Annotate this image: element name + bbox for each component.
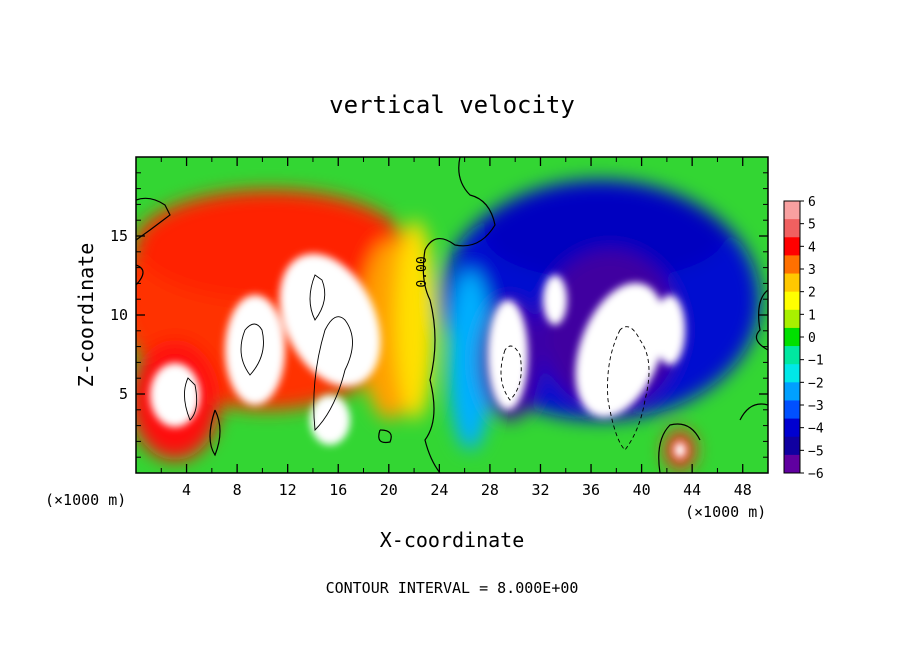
plot-area: 0.00 bbox=[136, 157, 768, 473]
y-axis-label: Z-coordinate bbox=[74, 243, 98, 388]
colorbar-swatch bbox=[784, 436, 800, 456]
colorbar-swatch bbox=[784, 201, 800, 220]
y-tick-label: 10 bbox=[110, 306, 128, 324]
colorbar-label: 0 bbox=[808, 331, 816, 346]
colorbar-swatch bbox=[784, 400, 800, 420]
x-tick-label: 36 bbox=[582, 481, 600, 499]
colorbar-swatch bbox=[784, 364, 800, 383]
colorbar-swatch bbox=[784, 346, 800, 365]
colorbar-label: −1 bbox=[808, 354, 824, 369]
x-tick-label: 48 bbox=[734, 481, 752, 499]
x-axis-label: X-coordinate bbox=[380, 528, 525, 552]
colorbar-label: 6 bbox=[808, 195, 816, 210]
x-tick-label: 8 bbox=[233, 481, 242, 499]
colorbar-swatch bbox=[784, 237, 800, 256]
x-tick-label: 4 bbox=[182, 481, 191, 499]
x-tick-label: 20 bbox=[380, 481, 398, 499]
colorbar-label: 5 bbox=[808, 218, 816, 233]
x-unit-label-right: (×1000 m) bbox=[685, 503, 766, 521]
colorbar-label: 4 bbox=[808, 240, 816, 255]
y-ticks: 5 10 15 bbox=[110, 172, 768, 458]
x-tick-label: 24 bbox=[430, 481, 448, 499]
colorbar-label: −6 bbox=[808, 467, 824, 482]
contour-label: 0.00 bbox=[415, 256, 430, 287]
colorbar-swatch bbox=[784, 309, 800, 329]
colorbar-label: −4 bbox=[808, 422, 824, 437]
y-tick-label: 15 bbox=[110, 227, 128, 245]
colorbar-label: −3 bbox=[808, 399, 824, 414]
colorbar-label: 1 bbox=[808, 308, 816, 323]
colorbar-swatch bbox=[784, 273, 800, 293]
x-unit-label: (×1000 m) bbox=[45, 491, 126, 509]
x-tick-label: 28 bbox=[481, 481, 499, 499]
colorbar-swatch bbox=[784, 219, 800, 238]
x-tick-label: 44 bbox=[683, 481, 701, 499]
colorbar-label: 2 bbox=[808, 286, 816, 301]
x-tick-label: 40 bbox=[633, 481, 651, 499]
colorbar-label: −2 bbox=[808, 376, 824, 391]
colorbar-swatch bbox=[784, 382, 800, 401]
colorbar-swatch bbox=[784, 418, 800, 438]
x-tick-label: 16 bbox=[329, 481, 347, 499]
zero-contours bbox=[136, 157, 768, 473]
colorbar-swatch bbox=[784, 327, 800, 347]
contour-interval-footer: CONTOUR INTERVAL = 8.000E+00 bbox=[326, 579, 579, 597]
colorbar-swatch bbox=[784, 255, 800, 275]
colorbar-label: −5 bbox=[808, 444, 824, 459]
x-tick-label: 32 bbox=[531, 481, 549, 499]
x-tick-label: 12 bbox=[279, 481, 297, 499]
colorbar-label: 3 bbox=[808, 263, 816, 278]
colorbar: 6 5 4 3 2 1 0 −1 −2 −3 −4 −5 −6 bbox=[783, 195, 824, 482]
chart-title: vertical velocity bbox=[329, 91, 575, 119]
y-tick-label: 5 bbox=[119, 385, 128, 403]
x-ticks: 4 8 12 16 20 24 28 32 36 40 44 48 bbox=[160, 157, 752, 499]
colorbar-swatch bbox=[784, 454, 800, 474]
colorbar-swatch bbox=[784, 291, 800, 311]
